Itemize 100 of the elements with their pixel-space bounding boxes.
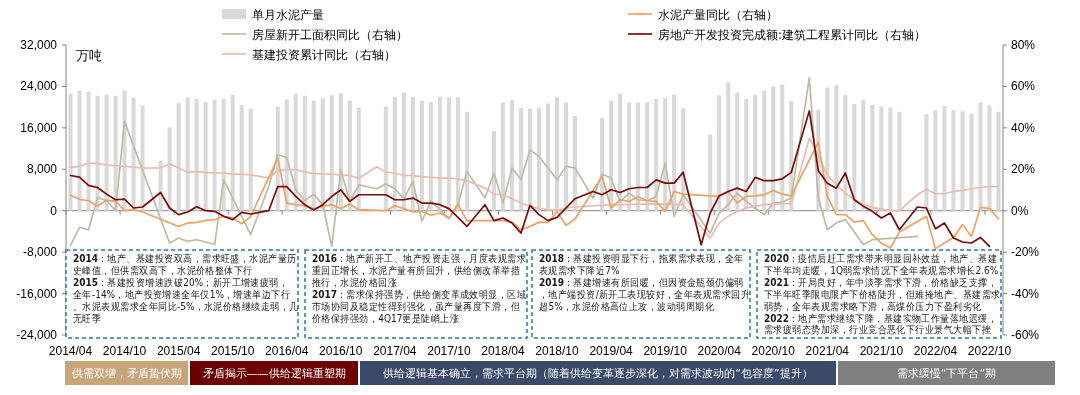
bar	[248, 108, 253, 211]
bar	[68, 93, 73, 211]
annotation: 2021：开局良好，年中淡季需求下滑，价格缺乏支撑，下半年旺季限电限产下价格陡升，但难掩地产、基建需求弱势，全年表观需求略下滑，高煤价压力下盈利劣化	[764, 276, 1001, 312]
bar	[95, 95, 100, 211]
y2-tick-label: 0%	[1011, 203, 1029, 218]
bar	[573, 115, 578, 211]
bar	[636, 102, 641, 211]
bar	[852, 104, 857, 211]
legend-label: 基建投资累计同比（右轴）	[252, 48, 396, 62]
y-tick-label: 32,000	[20, 38, 58, 52]
bar	[203, 101, 208, 211]
x-tick-label: 2017/10	[427, 344, 471, 358]
y-tick-label: 8,000	[26, 162, 58, 177]
y-tick-label: 24,000	[20, 79, 58, 94]
bar	[302, 95, 307, 211]
bar	[537, 107, 542, 211]
bar	[428, 101, 433, 211]
bar	[627, 102, 632, 211]
x-tick-label: 2016/04	[265, 344, 309, 358]
bar	[104, 94, 109, 211]
bar	[86, 91, 91, 211]
annotation: 2015：基建投资增速跌破20%；新开工增速疲弱，全年-14%，地产投资增速全年仅1%，增速单边下行。水泥表观需求全年同比-5%，水泥价格继续走弱，几无旺季	[73, 276, 299, 324]
bar	[735, 92, 740, 211]
x-tick-label: 2018/10	[535, 344, 580, 358]
annotation: 2018：基建投资明显下行，拖累需求表现，全年表观需求下降近7%	[539, 252, 744, 276]
bar	[221, 98, 226, 211]
x-tick-label: 2015/04	[156, 344, 201, 358]
x-tick-label: 2019/04	[589, 344, 634, 358]
bar	[239, 105, 244, 211]
bar	[843, 95, 848, 211]
y2-tick-label: -20%	[1011, 245, 1040, 260]
bar	[311, 100, 316, 211]
bar	[870, 104, 875, 211]
bar	[455, 97, 460, 211]
y-tick-label: -8,000	[22, 245, 58, 260]
y2-tick-label: 80%	[1011, 38, 1036, 52]
bar	[951, 110, 956, 211]
bar	[194, 98, 199, 211]
bar	[609, 100, 614, 211]
x-tick-label: 2017/04	[373, 344, 417, 358]
bar	[140, 105, 145, 211]
text: 需求缓慢“下平台”期	[896, 367, 997, 380]
bar	[717, 95, 722, 211]
bar	[546, 103, 551, 211]
y-tick-label: -16,000	[16, 286, 58, 301]
legend-label: 房屋新开工面积同比（右轴）	[252, 28, 408, 42]
bar	[960, 111, 965, 211]
y2-tick-label: 20%	[1011, 162, 1036, 177]
bar	[645, 102, 650, 211]
x-tick-label: 2014/10	[102, 344, 147, 358]
bar	[230, 94, 235, 211]
y2-tick-label: 40%	[1011, 120, 1036, 135]
bar	[491, 130, 496, 211]
bar	[158, 161, 163, 211]
x-tick-label: 2014/04	[48, 344, 93, 358]
bar	[77, 90, 82, 211]
bar	[771, 86, 776, 211]
bar	[410, 96, 415, 211]
y-tick-label: 0	[50, 203, 58, 218]
bar	[176, 103, 181, 211]
bar	[356, 107, 361, 211]
bar	[996, 111, 1001, 211]
bar	[419, 100, 424, 211]
y-tick-label: -24,000	[16, 328, 58, 342]
annotation: 2020：疫情后赶工需求带来明显回补效益，地产、基建下半年均走暖，1Q弱需求情况下全年表观需求增长2.6%	[764, 252, 999, 276]
bar	[401, 92, 406, 211]
x-tick-label: 2016/10	[319, 344, 363, 358]
x-tick-label: 2022/10	[967, 344, 1012, 358]
bar	[933, 110, 938, 211]
bar	[500, 102, 505, 211]
y2-tick-label: 60%	[1011, 79, 1036, 94]
bar	[464, 111, 469, 211]
y-axis-title: 万吨	[76, 48, 102, 63]
bar	[978, 102, 983, 211]
x-tick-label: 2015/10	[210, 344, 255, 358]
bar	[618, 93, 623, 211]
bar	[861, 99, 866, 211]
bar	[969, 113, 974, 211]
bar	[212, 99, 217, 211]
x-tick-label: 2021/04	[805, 344, 850, 358]
bar	[329, 95, 334, 211]
annotation: 2016：地产新开工、地产投资走强，月度表观需求重回正增长，水泥产量有所回升，供给侧改革举措推行，水泥价格回涨	[312, 252, 527, 288]
bar	[708, 134, 713, 211]
bar	[347, 100, 352, 211]
x-tick-label: 2018/04	[481, 344, 525, 358]
x-tick-label: 2021/10	[859, 344, 904, 358]
bar	[167, 127, 172, 211]
y2-tick-label: -40%	[1011, 286, 1040, 301]
text: 供需双增，矛盾蛰伏期	[71, 367, 182, 380]
bar	[834, 85, 839, 211]
bar	[185, 97, 190, 211]
bar	[753, 94, 758, 211]
bar	[879, 106, 884, 211]
annotation: 2022：地产需求继续下降，基建实物工作量落地迟缓，需求疲弱态势加深，行业竞合恶化下行业景气大幅下挫	[764, 312, 998, 336]
bar	[654, 98, 659, 211]
bar	[726, 82, 731, 211]
annotation: 2014：地产、基建投资双高，需求旺盛，水泥产量历史峰值，但供需双高下，水泥价格整体下行	[73, 252, 297, 276]
bar	[987, 105, 992, 211]
bar	[320, 98, 325, 211]
bar	[446, 97, 451, 211]
